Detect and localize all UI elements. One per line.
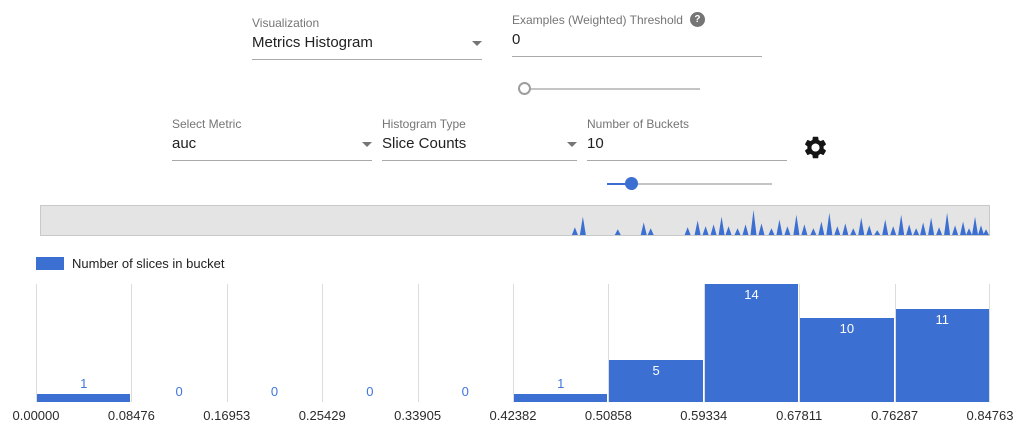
- x-axis-tick-label: 0.16953: [203, 408, 251, 423]
- legend-label: Number of slices in bucket: [72, 256, 225, 271]
- chevron-down-icon: [472, 40, 482, 46]
- visualization-dropdown[interactable]: Metrics Histogram: [252, 34, 482, 60]
- num-buckets-value: 10: [587, 135, 604, 152]
- bar-value-label: 5: [652, 363, 660, 378]
- histogram-type-dropdown[interactable]: Slice Counts: [382, 135, 577, 161]
- bar-value-label: 1: [557, 376, 565, 391]
- histogram-type-field: Histogram Type Slice Counts: [382, 117, 577, 161]
- histogram-bar: [37, 394, 131, 402]
- select-metric-label: Select Metric: [172, 117, 242, 131]
- histogram-bar: [800, 318, 894, 402]
- num-buckets-input[interactable]: 10: [587, 135, 787, 161]
- threshold-label: Examples (Weighted) Threshold: [512, 12, 683, 27]
- x-axis-tick-label: 0.76287: [871, 408, 919, 423]
- bar-value-label: 0: [461, 384, 469, 399]
- gridline: [417, 284, 419, 402]
- num-buckets-slider-handle[interactable]: [625, 177, 639, 190]
- bar-value-label: 1: [80, 376, 88, 391]
- legend-swatch: [36, 257, 64, 270]
- settings-gear-icon[interactable]: [802, 134, 829, 161]
- x-axis-tick-label: 0.59334: [680, 408, 728, 423]
- x-axis-tick-label: 0.25429: [298, 408, 346, 423]
- bar-value-label: 0: [366, 384, 374, 399]
- x-axis: 0.00000 0.08476 0.16953 0.25429 0.33905 0.423…: [13, 408, 1014, 424]
- gridline: [513, 284, 514, 402]
- histogram-type-value: Slice Counts: [382, 135, 467, 152]
- gridline: [799, 284, 801, 402]
- num-buckets-slider-active-track: [607, 183, 632, 185]
- histogram-plot: 1 0 0 0 0 1 5 14 10 11: [36, 284, 990, 402]
- gridline: [36, 284, 37, 402]
- bar-value-label: 0: [175, 384, 183, 399]
- bar-value-label: 10: [839, 321, 855, 336]
- chevron-down-icon: [567, 141, 577, 147]
- x-axis-tick-label: 0.42382: [489, 408, 537, 423]
- threshold-slider-track[interactable]: [518, 88, 700, 90]
- select-metric-field: Select Metric auc: [172, 117, 372, 161]
- histogram-type-label: Histogram Type: [382, 117, 466, 131]
- x-axis-tick-label: 0.00000: [12, 408, 60, 423]
- overview-brush-strip[interactable]: [40, 205, 990, 236]
- threshold-slider[interactable]: [518, 82, 700, 95]
- x-axis-tick-label: 0.50858: [584, 408, 632, 423]
- chart-legend: Number of slices in bucket: [36, 256, 224, 271]
- gridline: [608, 284, 610, 402]
- bar-value-label: 0: [270, 384, 279, 399]
- num-buckets-slider-track[interactable]: [607, 183, 772, 185]
- bar-value-label: 11: [935, 312, 950, 327]
- histogram-bar: [895, 309, 989, 402]
- x-axis-tick-label: 0.67811: [776, 408, 823, 423]
- histogram-bar: [514, 394, 608, 402]
- select-metric-value: auc: [172, 135, 197, 152]
- threshold-field: Examples (Weighted) Threshold ? 0: [512, 12, 762, 57]
- histogram-bar: [609, 360, 703, 402]
- slice-density-spikes: [571, 209, 989, 235]
- x-axis-tick-label: 0.84763: [966, 408, 1014, 423]
- gridline: [989, 284, 990, 402]
- visualization-field: Visualization Metrics Histogram: [252, 16, 482, 60]
- x-axis-tick-label: 0.08476: [107, 408, 155, 423]
- x-axis-tick-label: 0.33905: [394, 408, 442, 423]
- select-metric-dropdown[interactable]: auc: [172, 135, 372, 161]
- num-buckets-slider[interactable]: [607, 177, 772, 190]
- visualization-value: Metrics Histogram: [252, 34, 373, 51]
- help-icon[interactable]: ?: [689, 12, 705, 27]
- num-buckets-field: Number of Buckets 10: [587, 117, 787, 161]
- threshold-value: 0: [512, 31, 521, 48]
- threshold-slider-handle[interactable]: [518, 82, 531, 95]
- gridline: [322, 284, 324, 402]
- gridline: [226, 284, 228, 402]
- gridline: [703, 284, 705, 402]
- chevron-down-icon: [362, 141, 372, 147]
- num-buckets-label: Number of Buckets: [587, 117, 690, 131]
- histogram-bar: [704, 284, 799, 402]
- bar-value-label: 14: [744, 287, 759, 302]
- visualization-label: Visualization: [252, 16, 320, 30]
- threshold-input[interactable]: 0: [512, 31, 762, 57]
- gridline: [131, 284, 133, 402]
- gridline: [894, 284, 896, 402]
- threshold-label-row: Examples (Weighted) Threshold ?: [512, 12, 762, 27]
